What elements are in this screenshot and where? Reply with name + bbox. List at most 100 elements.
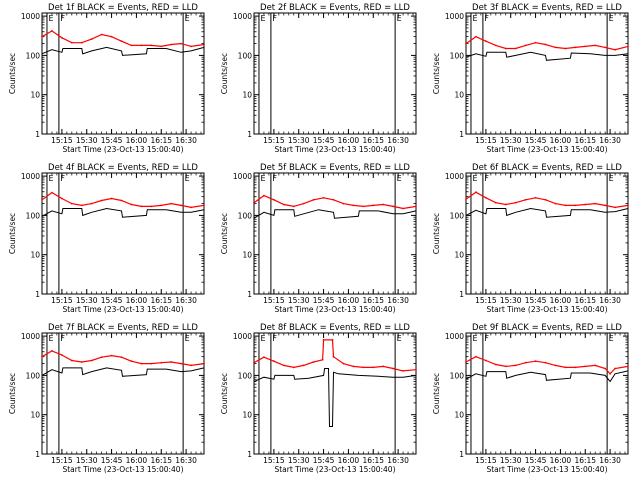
y-axis-label: Counts/sec <box>432 373 441 414</box>
x-tick-label: 16:15 <box>574 456 596 465</box>
x-tick-label: 16:15 <box>574 296 596 305</box>
panel-det-6: Det 6f BLACK = Events, RED = LLD 1 10 100 10… <box>432 163 629 314</box>
y-tick-label: 1 <box>247 290 252 299</box>
x-tick-label: 16:15 <box>362 296 384 305</box>
x-tick-label: 16:30 <box>387 136 409 145</box>
y-tick-label: 1 <box>35 290 40 299</box>
panel-title: Det 5f BLACK = Events, RED = LLD <box>260 163 410 173</box>
event-marker-label: E <box>48 14 53 23</box>
event-marker-label: F <box>272 14 277 23</box>
series-lld-point <box>475 35 477 38</box>
series-lld-point <box>594 364 597 367</box>
x-tick-label: 16:30 <box>175 296 197 305</box>
series-lld-point <box>110 197 113 200</box>
series-events-line <box>465 207 629 218</box>
x-axis-label: Start Time (23-Oct-13 15:00:40) <box>62 465 183 474</box>
series-lld-point <box>604 204 606 207</box>
x-tick-label: 15:30 <box>288 296 310 305</box>
series-lld-point <box>90 38 93 40</box>
x-tick-label: 15:30 <box>500 136 522 145</box>
panel-det-7: Det 7f BLACK = Events, RED = LLD 1 10 100 10… <box>8 323 205 474</box>
y-tick-label: 10 <box>30 91 40 100</box>
series-lld-point <box>140 362 143 365</box>
y-tick-label: 1000 <box>21 332 40 341</box>
series-lld-point <box>402 370 404 372</box>
y-tick-label: 10 <box>242 91 252 100</box>
x-tick-label: 16:00 <box>338 456 360 465</box>
series-lld-point <box>392 205 394 208</box>
y-axis-label: Counts/sec <box>432 213 441 254</box>
series-lld-point <box>51 191 53 194</box>
series-lld-point <box>504 203 507 206</box>
y-tick-label: 1000 <box>21 172 40 181</box>
x-tick-label: 16:00 <box>550 456 572 465</box>
y-tick-label: 1 <box>247 450 252 459</box>
series-lld-point <box>594 44 597 47</box>
y-tick-label: 1000 <box>445 332 464 341</box>
panel-title: Det 6f BLACK = Events, RED = LLD <box>472 163 622 173</box>
series-lld-point <box>130 44 133 47</box>
series-lld-point <box>554 364 557 367</box>
panel-det-5: Det 5f BLACK = Events, RED = LLD 1 10 100 10… <box>220 163 417 314</box>
series-lld-point <box>554 202 557 205</box>
series-lld-point <box>61 354 63 356</box>
series-lld-point <box>312 198 315 201</box>
series-lld-point <box>524 198 527 201</box>
series-lld-point <box>574 204 577 207</box>
event-marker-label: E <box>185 174 190 183</box>
plot-frame <box>465 12 629 135</box>
series-lld-point <box>475 355 477 358</box>
panel-det-4: Det 4f BLACK = Events, RED = LLD 1 10 100 10… <box>8 163 205 314</box>
y-tick-label: 10 <box>454 91 464 100</box>
x-tick-label: 16:30 <box>175 136 197 145</box>
event-marker-label: F <box>60 14 65 23</box>
series-lld-point <box>564 47 567 50</box>
series-lld-point <box>465 42 467 45</box>
series-lld-point <box>150 362 153 365</box>
series-lld-point <box>51 30 53 32</box>
series-lld-point <box>362 205 365 208</box>
series-lld-point <box>90 359 93 362</box>
x-tick-label: 15:15 <box>263 136 285 145</box>
series-lld-point <box>604 46 606 49</box>
panel-title: Det 4f BLACK = Events, RED = LLD <box>48 163 198 173</box>
series-events-line <box>41 46 205 56</box>
series-lld-point <box>504 47 507 50</box>
series-lld-point <box>263 194 265 197</box>
series-lld-point <box>494 363 497 366</box>
series-lld-point <box>609 372 611 375</box>
series-lld-point <box>41 198 43 201</box>
panel-title: Det 8f BLACK = Events, RED = LLD <box>260 323 410 333</box>
plot-frame <box>253 12 417 135</box>
y-tick-label: 100 <box>26 211 41 220</box>
x-tick-label: 16:30 <box>599 296 621 305</box>
series-lld-point <box>180 362 183 365</box>
series-lld-line <box>253 194 417 210</box>
series-lld-point <box>130 360 133 363</box>
x-tick-label: 16:15 <box>150 456 172 465</box>
series-lld-point <box>331 339 334 341</box>
event-marker-label: F <box>484 14 489 23</box>
series-events-line <box>253 368 417 427</box>
series-lld-point <box>332 355 335 358</box>
x-tick-label: 15:30 <box>288 136 310 145</box>
event-marker-label: F <box>484 174 489 183</box>
y-tick-label: 100 <box>26 51 41 60</box>
panel-title: Det 1f BLACK = Events, RED = LLD <box>48 3 198 13</box>
series-lld-line <box>465 191 629 209</box>
series-lld-point <box>80 41 83 44</box>
series-lld-point <box>120 199 123 202</box>
x-tick-label: 15:15 <box>263 296 285 305</box>
plot-frame <box>41 172 205 295</box>
panel-title: Det 9f BLACK = Events, RED = LLD <box>472 323 622 333</box>
x-tick-label: 15:30 <box>76 296 98 305</box>
y-tick-label: 100 <box>450 211 465 220</box>
series-lld-point <box>253 201 255 204</box>
series-lld-point <box>100 199 103 202</box>
series-lld-point <box>140 205 143 208</box>
series-lld-point <box>524 361 527 364</box>
y-tick-label: 10 <box>30 251 40 260</box>
series-lld-point <box>352 204 355 207</box>
series-lld-point <box>312 361 315 363</box>
